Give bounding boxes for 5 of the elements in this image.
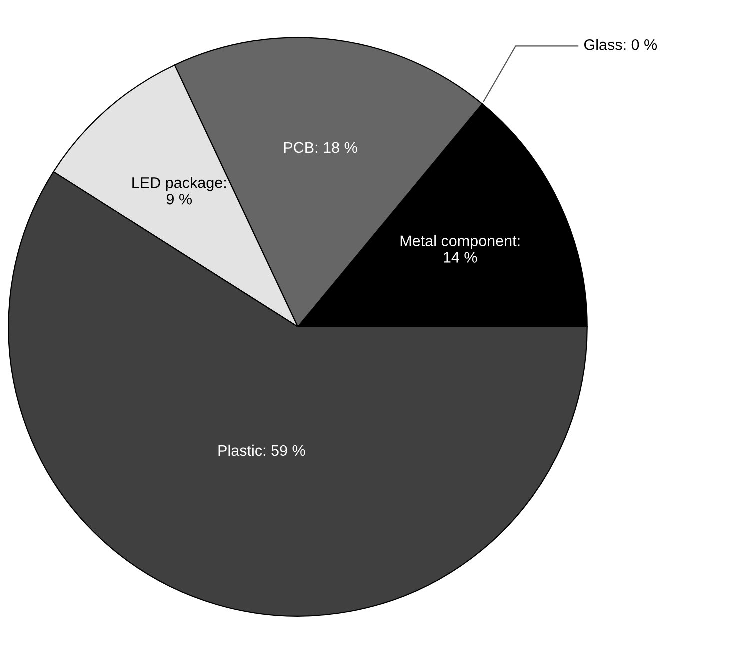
slice-label: Metal component: 14 % [400,235,520,263]
slice-label: LED package: 9 % [132,177,226,205]
category-label: Glass: 0 % [584,39,658,50]
slice-label: PCB: 18 % [284,142,358,154]
slice-label: Plastic: 59 % [218,444,306,456]
